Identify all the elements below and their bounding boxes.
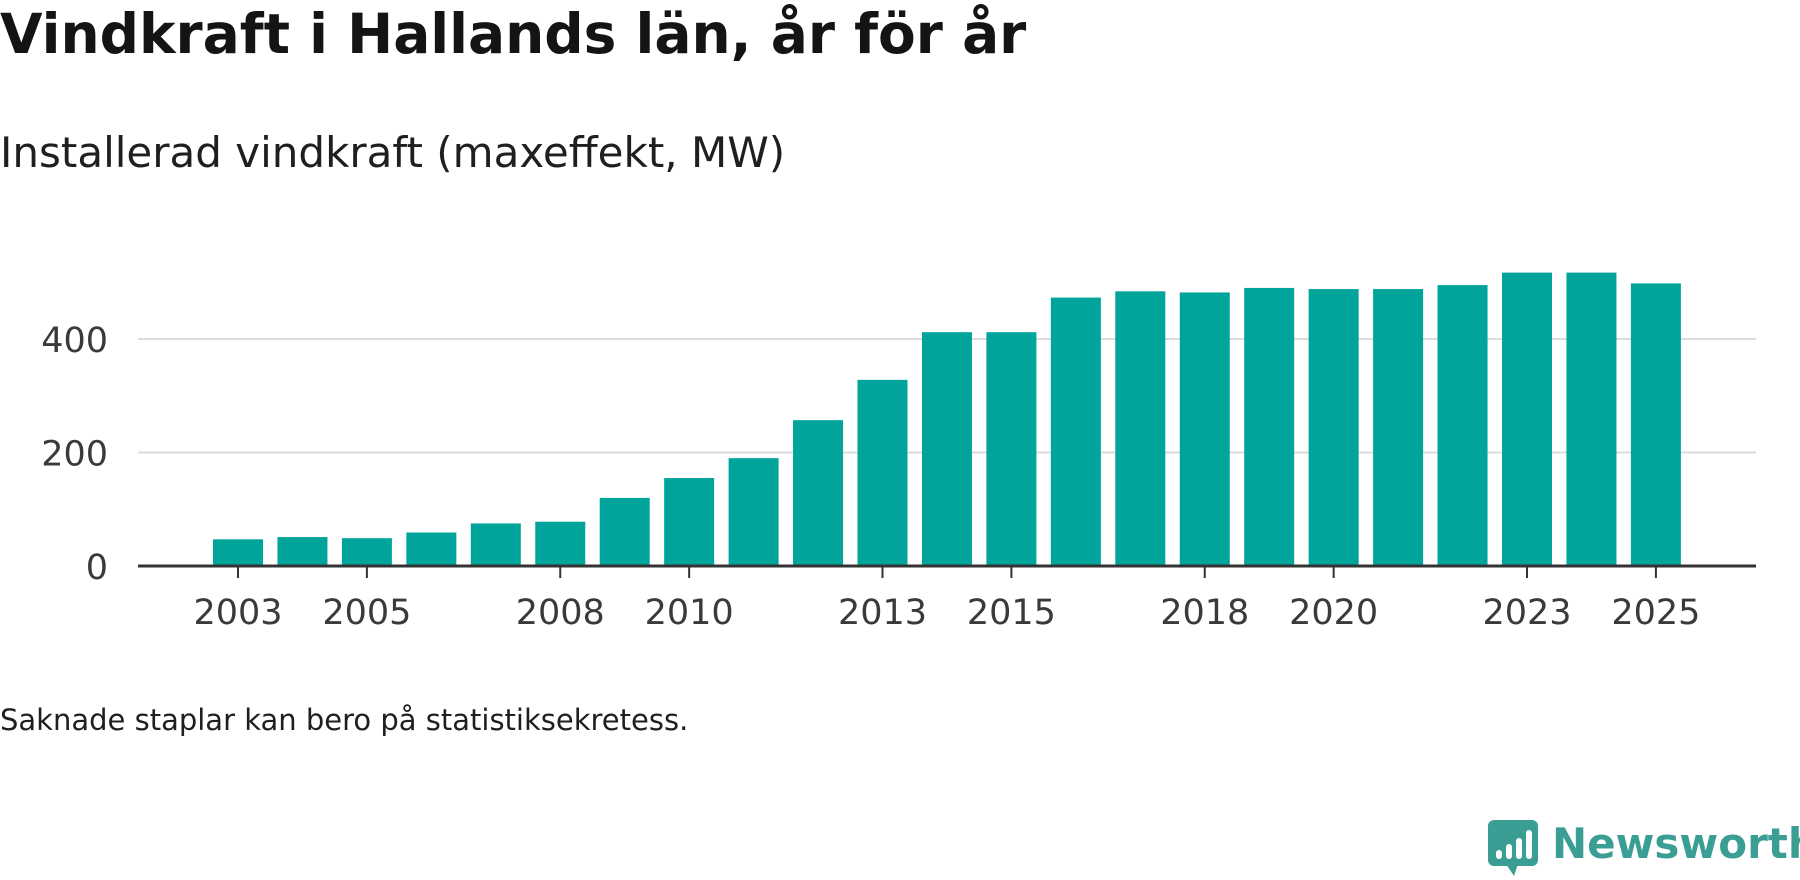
bar-2016	[1050, 297, 1101, 566]
bar-2022	[1437, 285, 1488, 566]
x-tick-label: 2013	[838, 593, 927, 633]
y-tick-label: 400	[41, 321, 108, 361]
bar-2023	[1502, 272, 1552, 566]
bar-2021	[1373, 289, 1424, 566]
bar-2013	[857, 379, 908, 566]
y-tick-label: 0	[86, 548, 108, 588]
footnote: Saknade staplar kan bero på statistiksek…	[0, 703, 689, 737]
brand-logo: Newsworthy	[1488, 820, 1800, 880]
bar-2019	[1244, 287, 1295, 566]
bar-2005	[341, 538, 392, 566]
x-tick-label: 2023	[1482, 593, 1571, 633]
newsworthy-logo-icon	[1488, 820, 1538, 876]
axes: 0 200 400 2003 2005 2008 2010 2013 2015 2018 2020 2…	[41, 321, 1756, 633]
chart-subtitle: Installerad vindkraft (maxeffekt, MW)	[0, 128, 786, 177]
brand-name: Newsworthy	[1552, 819, 1800, 868]
y-tick-label: 200	[41, 435, 108, 475]
x-tick-label: 2003	[193, 593, 282, 633]
x-tick-label: 2018	[1160, 593, 1249, 633]
bar-2025	[1630, 283, 1681, 566]
x-tick-label: 2008	[516, 593, 605, 633]
x-tick-label: 2015	[967, 593, 1056, 633]
bar-2003	[213, 539, 263, 566]
bar-2012	[793, 420, 844, 566]
chart-title: Vindkraft i Hallands län, år för år	[0, 2, 1027, 66]
x-tick-label: 2010	[645, 593, 734, 633]
x-tick-label: 2020	[1289, 593, 1378, 633]
bar-2006	[406, 532, 457, 566]
bar-2010	[664, 478, 715, 566]
bar-2018	[1179, 292, 1230, 566]
bar-2017	[1115, 291, 1166, 566]
bar-2024	[1566, 272, 1617, 566]
bar-2020	[1308, 289, 1359, 566]
bar-chart: 0 200 400 2003 2005 2008 2010 2013 2015 2018 2020 2…	[41, 272, 1756, 633]
bar-2014	[921, 332, 972, 566]
bars	[213, 272, 1681, 566]
x-tick-label: 2025	[1611, 593, 1700, 633]
bar-2007	[470, 523, 521, 566]
bar-2008	[535, 521, 586, 566]
bar-2015	[986, 332, 1037, 566]
x-tick-label: 2005	[322, 593, 411, 633]
bar-2004	[277, 537, 328, 566]
bar-2009	[599, 497, 650, 566]
bar-2011	[728, 458, 779, 566]
